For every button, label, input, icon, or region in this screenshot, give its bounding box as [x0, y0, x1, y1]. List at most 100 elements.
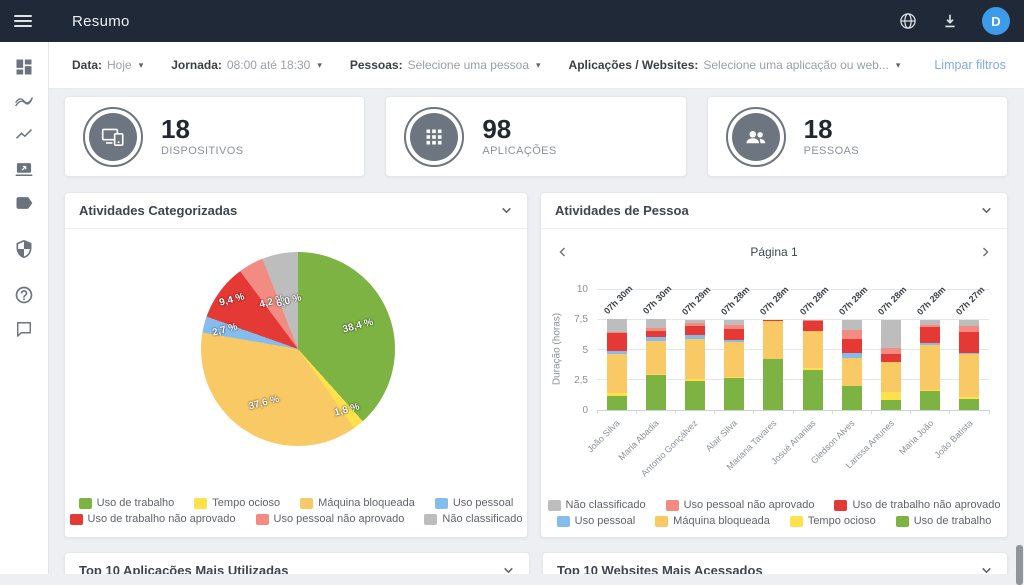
- bar-segment[interactable]: [841, 385, 862, 387]
- legend-item[interactable]: Uso pessoal: [434, 497, 513, 509]
- bar[interactable]: [645, 319, 666, 410]
- bar-segment[interactable]: [881, 319, 901, 349]
- bar-segment[interactable]: [802, 368, 823, 371]
- bar-segment[interactable]: [606, 354, 627, 393]
- scrollbar-thumb[interactable]: [1016, 545, 1023, 585]
- globe-icon[interactable]: [898, 11, 918, 31]
- menu-icon[interactable]: [0, 15, 46, 27]
- download-icon[interactable]: [940, 11, 960, 31]
- bar[interactable]: [920, 319, 941, 410]
- bar-segment[interactable]: [606, 333, 627, 351]
- bar-segment[interactable]: [645, 373, 666, 375]
- legend-item[interactable]: Uso pessoal: [556, 515, 635, 527]
- bar-segment[interactable]: [724, 377, 745, 378]
- bar-segment[interactable]: [841, 353, 862, 359]
- chevron-down-icon[interactable]: [500, 204, 513, 217]
- filter-jornada[interactable]: Jornada: 08:00 até 18:30 ▾: [171, 58, 322, 72]
- bar-segment[interactable]: [802, 331, 823, 369]
- filter-data[interactable]: Data: Hoje ▾: [72, 58, 143, 72]
- bar-segment[interactable]: [724, 339, 745, 343]
- bar[interactable]: [606, 319, 627, 410]
- bar-segment[interactable]: [881, 361, 901, 392]
- legend-item[interactable]: Não classificado: [547, 499, 646, 511]
- bar-segment[interactable]: [959, 353, 980, 355]
- bar-segment[interactable]: [881, 353, 901, 362]
- bar-segment[interactable]: [645, 331, 666, 337]
- legend-item[interactable]: Máquina bloqueada: [655, 515, 770, 527]
- bar-segment[interactable]: [802, 321, 823, 332]
- bar-segment[interactable]: [959, 354, 980, 397]
- bar-segment[interactable]: [645, 327, 666, 332]
- chevron-right-icon[interactable]: [979, 246, 991, 258]
- bar-segment[interactable]: [841, 386, 862, 410]
- bar-segment[interactable]: [841, 319, 862, 330]
- legend-item[interactable]: Uso pessoal não aprovado: [255, 513, 404, 525]
- chevron-down-icon[interactable]: [980, 204, 993, 217]
- shield-icon[interactable]: [13, 238, 35, 260]
- bar-segment[interactable]: [802, 319, 823, 322]
- bar[interactable]: [685, 319, 705, 410]
- bar-segment[interactable]: [920, 390, 941, 392]
- bar-segment[interactable]: [841, 329, 862, 339]
- bar-segment[interactable]: [606, 395, 627, 410]
- bar-segment[interactable]: [685, 319, 705, 324]
- legend-item[interactable]: Uso de trabalho não aprovado: [834, 499, 1000, 511]
- bar-segment[interactable]: [920, 319, 941, 326]
- help-icon[interactable]: [13, 284, 35, 306]
- filter-pessoas[interactable]: Pessoas: Selecione uma pessoa ▾: [350, 58, 541, 72]
- line-chart-icon[interactable]: [13, 124, 35, 146]
- bar-segment[interactable]: [606, 350, 627, 355]
- legend-item[interactable]: Tempo ocioso: [194, 497, 280, 509]
- bar[interactable]: [959, 319, 980, 410]
- bar-segment[interactable]: [881, 348, 901, 354]
- bar-segment[interactable]: [841, 358, 862, 386]
- pie-chart[interactable]: [201, 252, 395, 446]
- filter-aplicacoes-websites[interactable]: Aplicações / Websites: Selecione uma apl…: [569, 58, 901, 72]
- bar-segment[interactable]: [685, 381, 705, 410]
- bar-segment[interactable]: [920, 325, 941, 328]
- bar-segment[interactable]: [724, 328, 745, 340]
- tag-icon[interactable]: [13, 192, 35, 214]
- bar-segment[interactable]: [959, 319, 980, 326]
- bar[interactable]: [841, 319, 862, 410]
- bar-segment[interactable]: [920, 345, 941, 391]
- bar-segment[interactable]: [606, 331, 627, 334]
- legend-item[interactable]: Tempo ocioso: [789, 515, 876, 527]
- bar-segment[interactable]: [920, 391, 941, 410]
- chevron-down-icon[interactable]: [980, 564, 993, 574]
- clear-filters-link[interactable]: Limpar filtros: [934, 58, 1006, 72]
- bar[interactable]: [724, 319, 745, 410]
- legend-item[interactable]: Uso de trabalho não aprovado: [69, 513, 236, 525]
- bar-segment[interactable]: [959, 399, 980, 410]
- legend-item[interactable]: Máquina bloqueada: [300, 497, 415, 509]
- bar-segment[interactable]: [606, 392, 627, 396]
- bar-segment[interactable]: [802, 370, 823, 410]
- bar-segment[interactable]: [763, 319, 784, 322]
- bar-segment[interactable]: [685, 378, 705, 381]
- bar[interactable]: [881, 319, 901, 410]
- bar[interactable]: [802, 319, 823, 410]
- bar-segment[interactable]: [724, 342, 745, 378]
- bar-segment[interactable]: [685, 323, 705, 327]
- legend-item[interactable]: Uso de trabalho: [78, 497, 174, 509]
- chevron-down-icon[interactable]: [502, 564, 515, 574]
- chevron-left-icon[interactable]: [557, 246, 569, 258]
- screenshot-icon[interactable]: [13, 158, 35, 180]
- dashboard-icon[interactable]: [13, 56, 35, 78]
- bar-segment[interactable]: [763, 321, 784, 360]
- bar-segment[interactable]: [841, 338, 862, 354]
- bar-segment[interactable]: [645, 336, 666, 342]
- bar-segment[interactable]: [959, 396, 980, 400]
- bar-segment[interactable]: [685, 326, 705, 336]
- bar-segment[interactable]: [685, 339, 705, 379]
- legend-item[interactable]: Uso pessoal não aprovado: [665, 499, 814, 511]
- avatar[interactable]: D: [982, 7, 1010, 35]
- bar-segment[interactable]: [763, 359, 784, 410]
- bar-segment[interactable]: [645, 319, 666, 328]
- bar[interactable]: [763, 319, 784, 410]
- bar-segment[interactable]: [959, 331, 980, 354]
- chat-icon[interactable]: [13, 318, 35, 340]
- bar-segment[interactable]: [920, 327, 941, 344]
- bar-segment[interactable]: [881, 400, 901, 410]
- legend-item[interactable]: Não classificado: [424, 513, 522, 525]
